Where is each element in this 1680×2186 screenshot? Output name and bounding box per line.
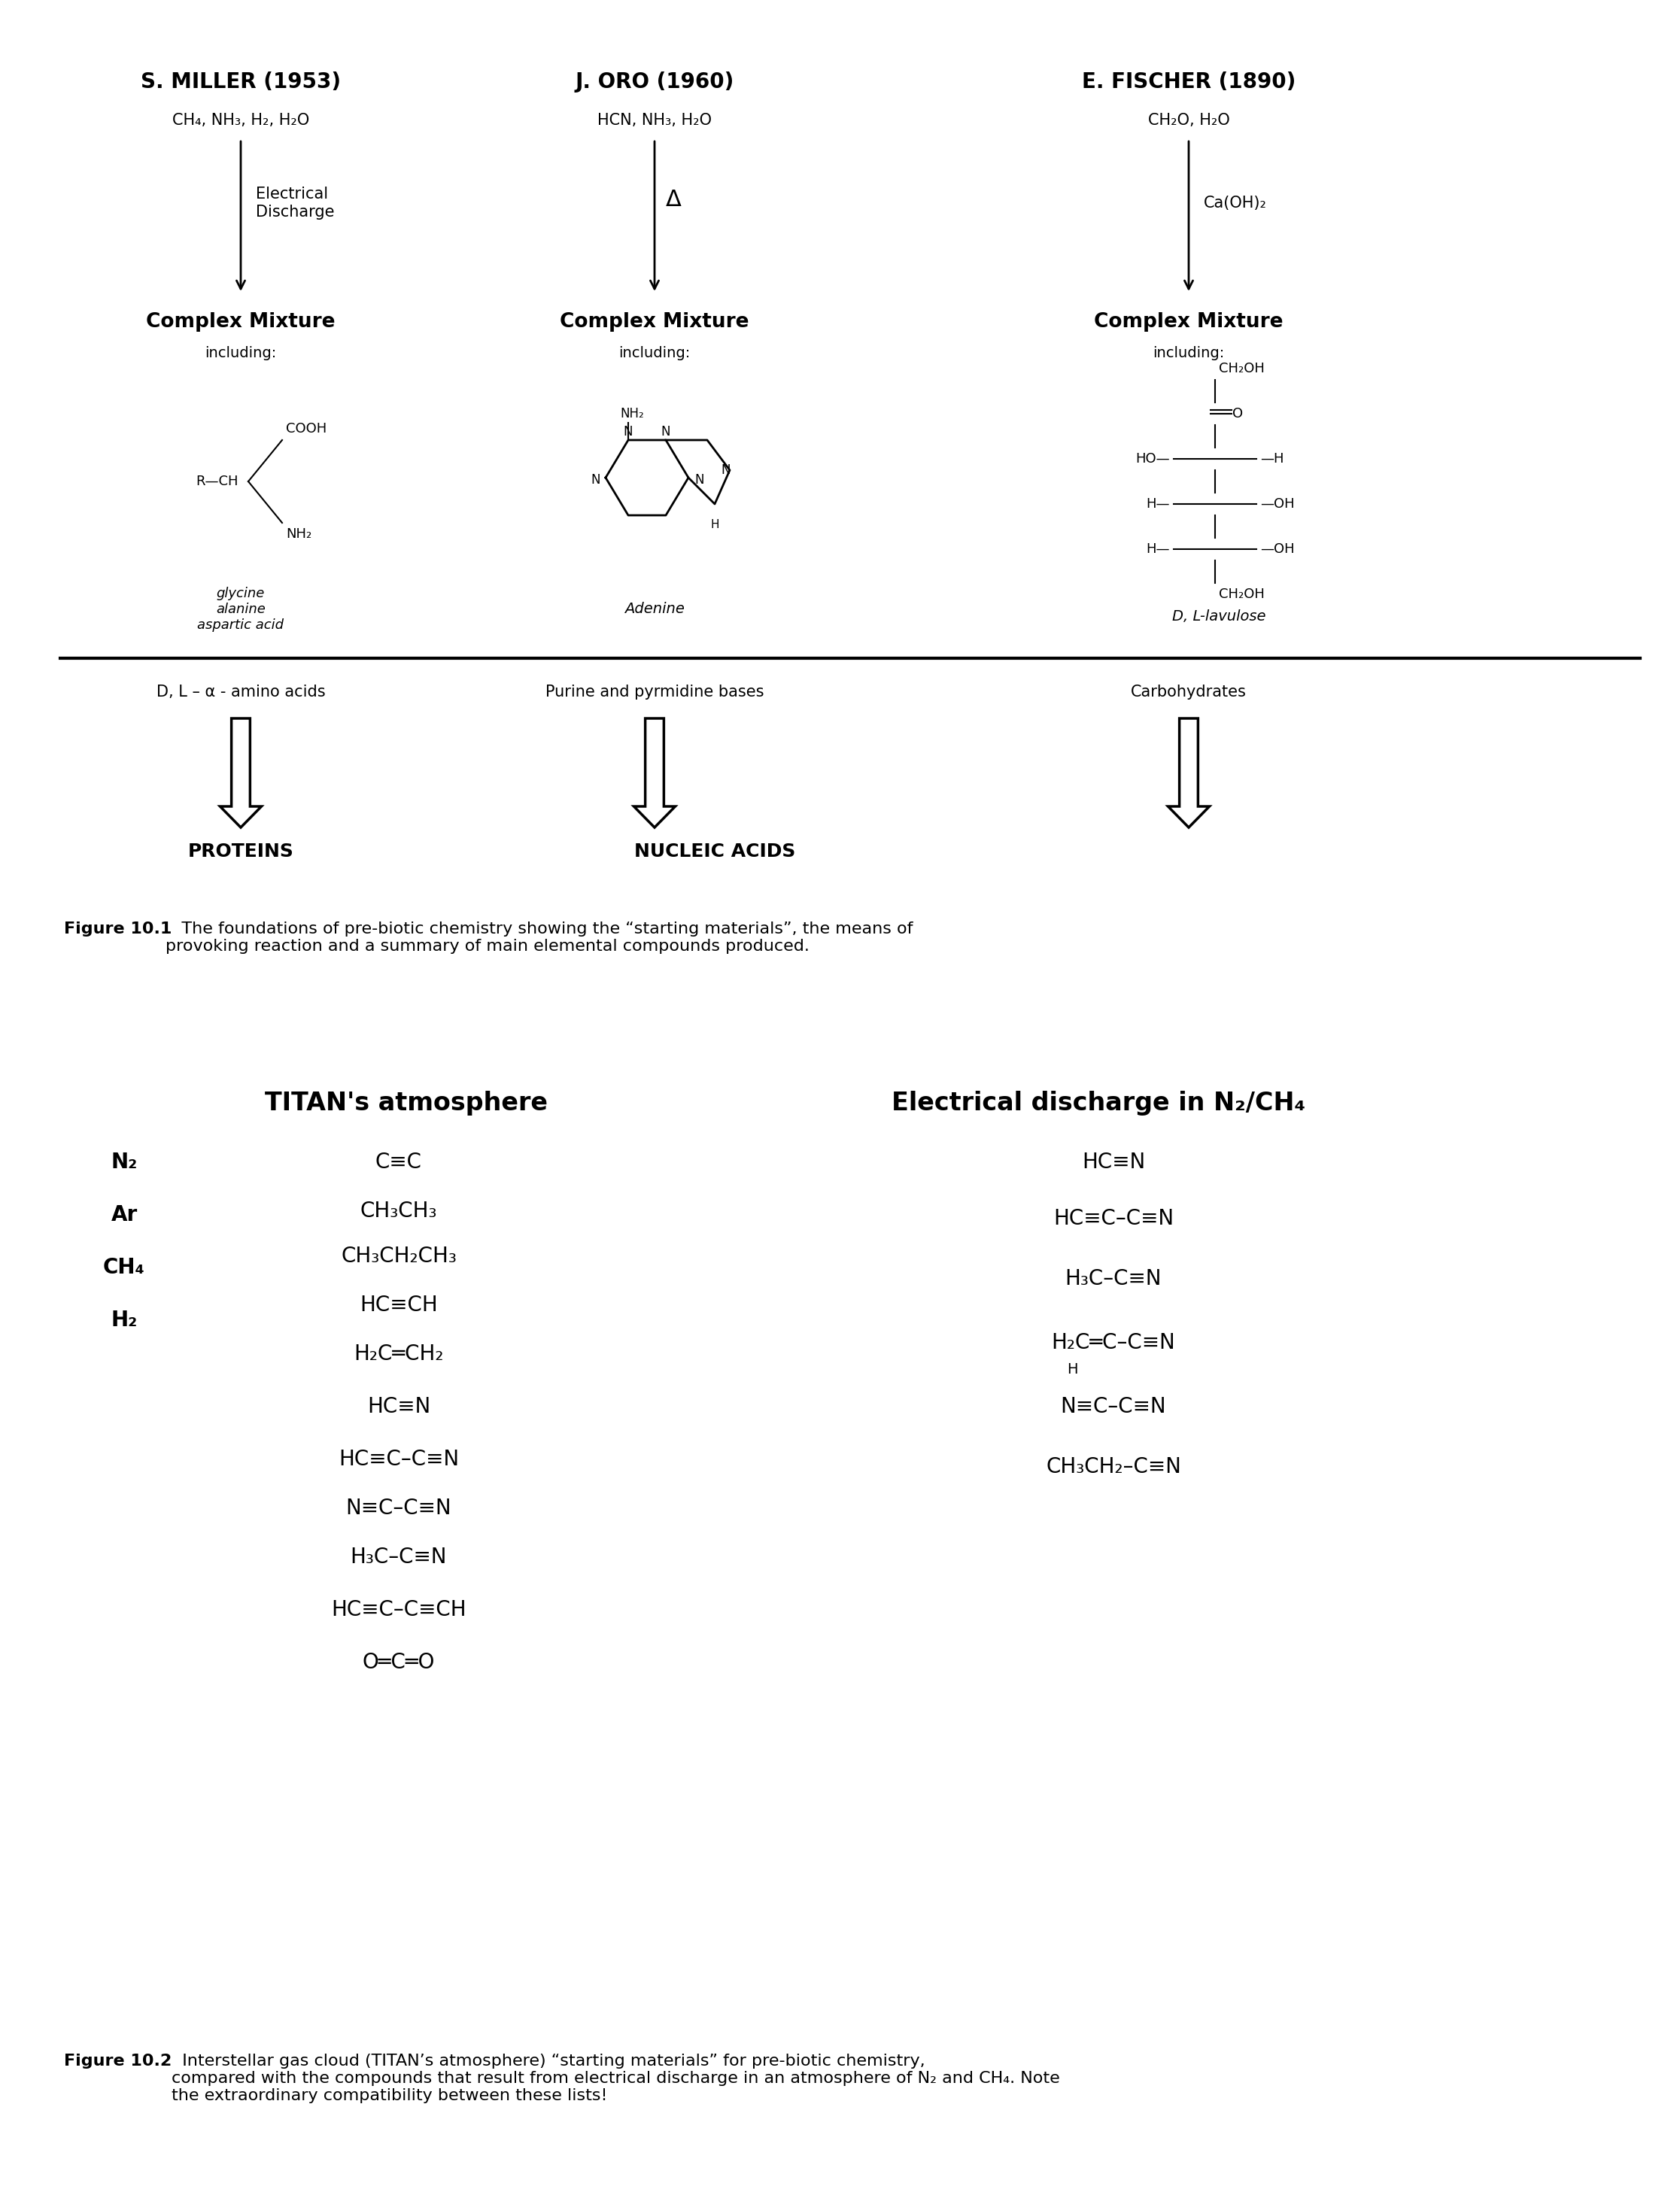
- Text: TITAN's atmosphere: TITAN's atmosphere: [265, 1091, 548, 1115]
- Text: Electrical discharge in N₂/CH₄: Electrical discharge in N₂/CH₄: [892, 1091, 1305, 1115]
- Text: E. FISCHER (1890): E. FISCHER (1890): [1082, 72, 1295, 92]
- Text: including:: including:: [1152, 345, 1225, 361]
- Text: Interstellar gas cloud (TITAN’s atmosphere) “starting materials” for pre-biotic : Interstellar gas cloud (TITAN’s atmosphe…: [171, 2053, 1060, 2103]
- Text: N≡C–C≡N: N≡C–C≡N: [1060, 1397, 1166, 1417]
- Text: N: N: [623, 424, 633, 439]
- Text: COOH: COOH: [286, 422, 326, 435]
- Text: including:: including:: [205, 345, 277, 361]
- Text: N: N: [662, 424, 670, 439]
- Text: HC≡C–C≡N: HC≡C–C≡N: [1053, 1209, 1174, 1229]
- Text: Complex Mixture: Complex Mixture: [146, 313, 336, 332]
- Text: N₂: N₂: [111, 1152, 138, 1172]
- Text: CH₃CH₃: CH₃CH₃: [360, 1200, 437, 1222]
- Text: D, L-lavulose: D, L-lavulose: [1173, 610, 1265, 623]
- Text: O: O: [1233, 407, 1243, 420]
- Text: HC≡C–C≡N: HC≡C–C≡N: [338, 1449, 459, 1469]
- Text: HC≡N: HC≡N: [366, 1397, 430, 1417]
- Text: N≡C–C≡N: N≡C–C≡N: [346, 1497, 452, 1519]
- Text: H—: H—: [1146, 542, 1169, 555]
- Text: CH₂OH: CH₂OH: [1218, 363, 1265, 376]
- Text: NH₂: NH₂: [620, 407, 643, 420]
- Text: H₃C–C≡N: H₃C–C≡N: [351, 1548, 447, 1567]
- Text: Carbohydrates: Carbohydrates: [1131, 684, 1247, 700]
- Text: S. MILLER (1953): S. MILLER (1953): [141, 72, 341, 92]
- Text: N: N: [721, 463, 731, 477]
- Text: Complex Mixture: Complex Mixture: [1094, 313, 1284, 332]
- FancyArrow shape: [1168, 719, 1210, 828]
- Text: including:: including:: [618, 345, 690, 361]
- Text: H₂: H₂: [111, 1309, 138, 1331]
- Text: HO—: HO—: [1136, 453, 1169, 466]
- Text: Ar: Ar: [111, 1204, 138, 1226]
- Text: —OH: —OH: [1260, 542, 1295, 555]
- Text: CH₂OH: CH₂OH: [1218, 588, 1265, 601]
- Text: R—CH: R—CH: [195, 474, 239, 487]
- Text: H₃C–C≡N: H₃C–C≡N: [1065, 1268, 1163, 1290]
- Text: —OH: —OH: [1260, 496, 1295, 512]
- Text: J. ORO (1960): J. ORO (1960): [575, 72, 734, 92]
- Text: Purine and pyrmidine bases: Purine and pyrmidine bases: [546, 684, 764, 700]
- Text: Figure 10.1: Figure 10.1: [64, 922, 171, 936]
- FancyArrow shape: [220, 719, 262, 828]
- Text: H: H: [1067, 1362, 1077, 1377]
- Text: H₂C═C–C≡N: H₂C═C–C≡N: [1052, 1331, 1176, 1353]
- Text: C≡C: C≡C: [375, 1152, 422, 1172]
- Text: —H: —H: [1260, 453, 1284, 466]
- Text: Complex Mixture: Complex Mixture: [559, 313, 749, 332]
- Text: NH₂: NH₂: [286, 527, 312, 540]
- Text: HCN, NH₃, H₂O: HCN, NH₃, H₂O: [598, 114, 712, 127]
- Text: Δ: Δ: [665, 188, 682, 210]
- Text: N: N: [591, 472, 600, 487]
- Text: HC≡CH: HC≡CH: [360, 1294, 438, 1316]
- Text: Adenine: Adenine: [625, 601, 684, 616]
- Text: HC≡N: HC≡N: [1082, 1152, 1146, 1172]
- Text: glycine
alanine
aspartic acid: glycine alanine aspartic acid: [198, 586, 284, 632]
- Text: H—: H—: [1146, 496, 1169, 512]
- Text: CH₃CH₂CH₃: CH₃CH₂CH₃: [341, 1246, 457, 1266]
- Text: The foundations of pre-biotic chemistry showing the “starting materials”, the me: The foundations of pre-biotic chemistry …: [166, 922, 912, 953]
- Text: NUCLEIC ACIDS: NUCLEIC ACIDS: [633, 842, 795, 861]
- Text: D, L – α - amino acids: D, L – α - amino acids: [156, 684, 326, 700]
- Text: Electrical
Discharge: Electrical Discharge: [255, 186, 334, 219]
- Text: CH₄: CH₄: [102, 1257, 144, 1279]
- Text: Figure 10.2: Figure 10.2: [64, 2053, 171, 2068]
- Text: HC≡C–C≡CH: HC≡C–C≡CH: [331, 1600, 467, 1620]
- Text: N: N: [696, 472, 704, 487]
- Text: CH₂O, H₂O: CH₂O, H₂O: [1147, 114, 1230, 127]
- Text: Ca(OH)₂: Ca(OH)₂: [1205, 195, 1267, 210]
- Text: CH₄, NH₃, H₂, H₂O: CH₄, NH₃, H₂, H₂O: [171, 114, 309, 127]
- Text: PROTEINS: PROTEINS: [188, 842, 294, 861]
- Text: H: H: [711, 520, 719, 531]
- Text: CH₃CH₂–C≡N: CH₃CH₂–C≡N: [1047, 1456, 1181, 1478]
- Text: O═C═O: O═C═O: [363, 1653, 435, 1672]
- FancyArrow shape: [633, 719, 675, 828]
- Text: H₂C═CH₂: H₂C═CH₂: [354, 1344, 444, 1364]
